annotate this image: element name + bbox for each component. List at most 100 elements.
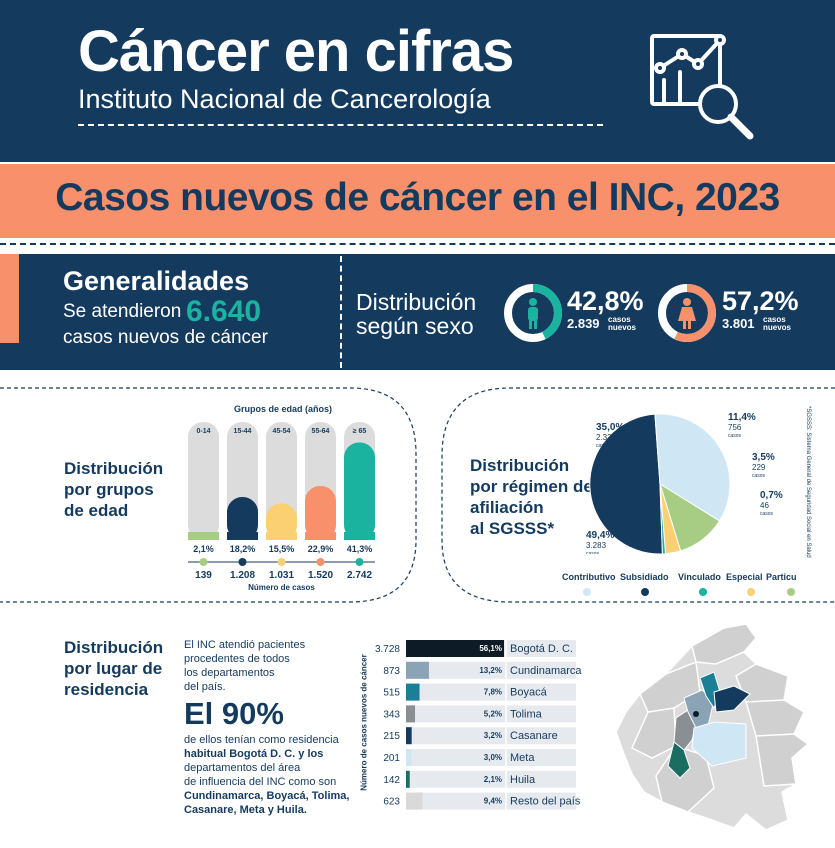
pie-percent-label: 0,7% — [760, 490, 783, 501]
age-title-line2: por grupos — [64, 480, 154, 499]
banner-divider — [0, 243, 835, 245]
residence-ylabel: Número de casos nuevos de cáncer — [359, 654, 369, 791]
dept-row-bg — [406, 792, 576, 810]
legend-label: Contributivo — [562, 572, 616, 582]
age-category-label: 55-64 — [312, 428, 330, 435]
age-bar — [266, 503, 297, 540]
age-value-label: 2.742 — [347, 570, 372, 581]
age-title-line3: de edad — [64, 501, 129, 520]
age-value-label: 139 — [195, 570, 212, 581]
male-pct: 42,8% — [567, 286, 644, 316]
pie-unit-label: casos — [752, 473, 766, 479]
page-title: Cáncer en cifras — [78, 19, 514, 84]
dept-row-bg — [406, 727, 576, 745]
regime-title-line2: por régimen de — [470, 477, 593, 496]
regime-title-line3: afiliación — [470, 498, 544, 517]
pie-value-label: 3.283 — [586, 541, 607, 550]
dept-name-label: Resto del país — [510, 796, 581, 808]
dept-value-label: 515 — [383, 688, 400, 699]
dept-row-bg — [406, 661, 576, 679]
body-line4: de influencia del INC como son — [184, 776, 337, 788]
pie-percent-label: 35,0% — [596, 422, 624, 433]
age-percent-label: 15,5% — [269, 544, 295, 554]
banner-title: Casos nuevos de cáncer en el INC, 2023 — [55, 176, 780, 219]
age-percent-label: 41,3% — [347, 544, 373, 554]
intro-line1: El INC atendió pacientes — [184, 639, 306, 651]
pie-value-label: 46 — [760, 501, 769, 510]
overview-accent — [0, 254, 19, 343]
male-label2: nuevos — [608, 323, 637, 332]
age-percent-label: 2,1% — [193, 544, 214, 554]
dept-name-label: Boyacá — [510, 687, 548, 699]
age-x-caption: Número de casos — [248, 583, 315, 592]
dept-percent-label: 13,2% — [479, 666, 502, 675]
age-bar-base — [305, 532, 336, 540]
age-title-line1: Distribución — [64, 459, 164, 478]
sex-title-line1: Distribución — [356, 289, 477, 315]
age-dot — [238, 558, 247, 566]
page-subtitle: Instituto Nacional de Cancerología — [78, 84, 491, 114]
overview-line1: Se atendieron — [63, 301, 182, 322]
dept-name-label: Tolima — [510, 708, 543, 720]
dept-row-bg — [406, 705, 576, 723]
dept-name-label: Meta — [510, 752, 535, 764]
age-dot — [355, 558, 364, 566]
age-bar — [227, 497, 258, 540]
legend-dot — [699, 588, 707, 596]
dept-name-label: Bogotá D. C. — [510, 643, 573, 655]
legend-label: Especial — [726, 572, 763, 582]
age-dot — [199, 558, 208, 566]
dept-percent-label: 2,1% — [484, 775, 502, 784]
body-line3: departamentos del área — [184, 762, 301, 774]
regime-footnote-wrap: *SGSSS: Sistema General de Seguridad Soc… — [801, 406, 811, 558]
residence-bar-chart: 3.728 56,1% Bogotá D. C. 873 13,2% Cundinamar… — [375, 640, 582, 810]
male-donut — [504, 284, 562, 342]
middle-outlines — [0, 387, 835, 603]
pie-unit-label: casos — [760, 511, 774, 517]
female-icon — [678, 298, 696, 329]
header-band — [0, 0, 835, 162]
legend-label: Vinculado — [678, 572, 721, 582]
age-bar-base — [227, 532, 258, 540]
female-donut — [658, 284, 716, 342]
dept-name-label: Casanare — [510, 730, 558, 742]
colombia-map — [615, 623, 810, 831]
residence-body: de ellos tenían como residencia habitual… — [184, 733, 349, 817]
dept-percent-label: 7,8% — [484, 688, 502, 697]
age-percent-label: 22,9% — [308, 544, 334, 554]
age-category-label: ≥ 65 — [353, 428, 367, 435]
pie-slice — [589, 413, 663, 554]
overview-title: Generalidades — [63, 266, 250, 296]
age-chart: 0-14 2,1% 139 15-44 18,2% 1.208 45-54 15,5% 1.03… — [188, 422, 375, 592]
dept-bar — [406, 792, 423, 810]
intro-line4: del país. — [184, 681, 226, 693]
pie-unit-label: casos — [586, 551, 600, 554]
pie-unit-label: casos — [596, 443, 610, 449]
age-bar — [305, 485, 336, 540]
legend-label: Subsidiado — [620, 572, 669, 582]
residence-title-line1: Distribución — [64, 638, 164, 657]
female-count-label: casos nuevos — [763, 316, 791, 332]
male-icon — [528, 298, 538, 329]
regime-section-title: Distribución por régimen de afiliación a… — [470, 455, 593, 539]
age-bar-base — [188, 532, 219, 540]
male-label1: casos — [608, 315, 631, 324]
residence-intro: El INC atendió pacientes procedentes de … — [184, 638, 305, 694]
age-category-label: 0-14 — [196, 428, 210, 435]
pie-unit-label: casos — [728, 433, 742, 439]
age-value-label: 1.208 — [230, 570, 255, 581]
dept-name-label: Huila — [510, 774, 536, 786]
body-line1: de ellos tenían como residencia — [184, 734, 339, 746]
age-percent-label: 18,2% — [230, 544, 256, 554]
age-bar — [344, 442, 375, 540]
intro-line3: los departamentos — [184, 667, 275, 679]
dept-percent-label: 56,1% — [479, 644, 502, 653]
banner-band — [0, 164, 835, 238]
regime-footnote: *SGSSS: Sistema General de Seguridad Soc… — [805, 406, 811, 558]
dept-bar — [406, 640, 504, 657]
intro-line2: procedentes de todos — [184, 653, 290, 665]
regime-pie-chart: 35,0%2.326casos49,4%3.283casos11,4%756ca… — [586, 412, 783, 554]
age-category-label: 45-54 — [273, 428, 291, 435]
legend-dot — [747, 588, 755, 596]
residence-title-line3: residencia — [64, 680, 149, 699]
